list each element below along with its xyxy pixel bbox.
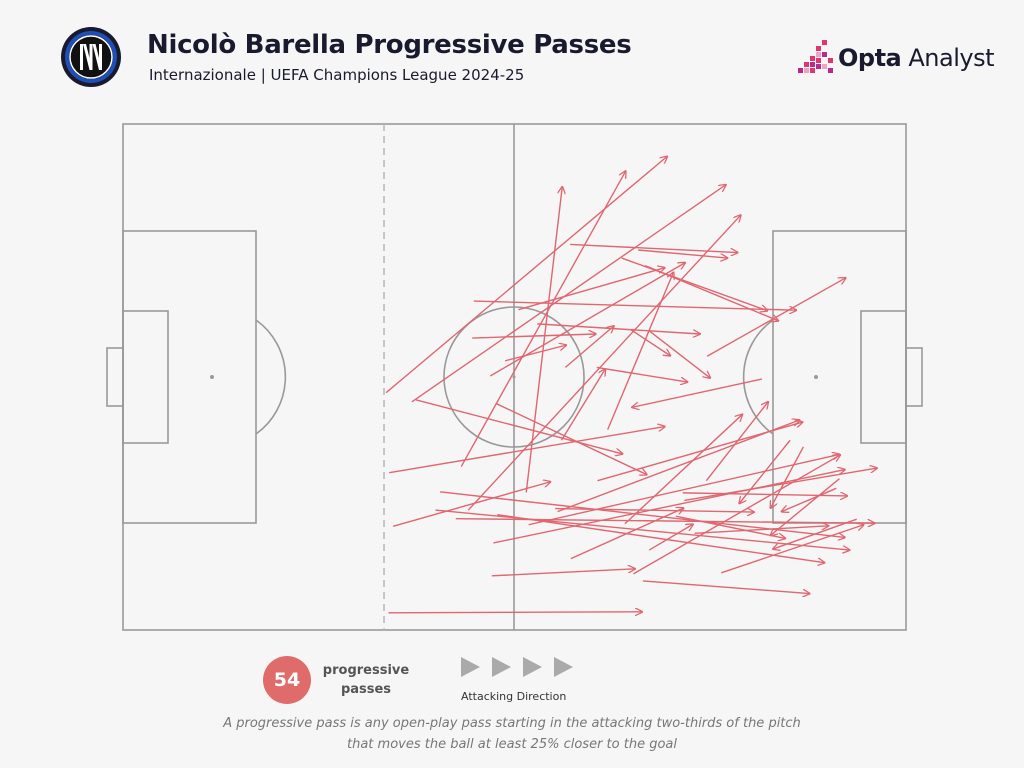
pass-arrow-10 (472, 334, 596, 339)
attacking-direction-label: Attacking Direction (461, 690, 567, 703)
pass-arrow-12 (596, 366, 688, 382)
pass-arrow-14 (473, 300, 797, 310)
chart-subtitle: Internazionale | UEFA Champions League 2… (149, 66, 525, 84)
pass-arrow-37 (555, 507, 754, 513)
pass-arrow-51 (771, 478, 840, 536)
pass-arrow-52 (570, 508, 684, 560)
pass-arrows (385, 156, 877, 613)
pass-arrow-2 (411, 185, 726, 403)
pass-arrow-40 (597, 422, 802, 482)
opta-pixel-logo-icon (798, 40, 833, 73)
centre-circle (443, 306, 585, 448)
pass-arrow-45 (638, 249, 727, 258)
pass-count-badge: 54 (263, 656, 311, 704)
pass-arrow-11 (649, 330, 710, 378)
pass-arrow-46 (632, 378, 763, 407)
pass-arrow-43 (621, 257, 768, 311)
pass-arrow-7 (570, 243, 738, 252)
right-goal (905, 347, 923, 407)
pass-arrow-4 (467, 215, 740, 511)
pass-arrow-54 (518, 268, 664, 311)
pass-arrow-48 (782, 487, 837, 511)
inter-milan-crest-icon (61, 27, 121, 87)
pass-arrow-18 (633, 455, 841, 575)
pass-arrow-50 (771, 446, 805, 508)
pass-arrow-1 (385, 156, 667, 394)
pass-count-label: progressive passes (322, 663, 410, 697)
right-penalty-spot (814, 375, 818, 379)
pass-arrow-23 (504, 345, 566, 362)
pass-arrow-49 (773, 518, 857, 549)
right-six-yard-box (860, 310, 907, 444)
footnote: A progressive pass is any open-play pass… (223, 716, 801, 752)
left-penalty-arc (255, 319, 287, 435)
pass-arrow-47 (739, 439, 791, 503)
pass-arrow-13 (564, 326, 614, 368)
pass-arrow-6 (525, 187, 562, 493)
opta-analyst-brand: Opta Analyst (798, 40, 998, 76)
pass-arrow-27 (392, 482, 550, 527)
left-penalty-spot (210, 375, 214, 379)
pass-arrow-36 (557, 420, 800, 513)
pass-arrow-32 (455, 517, 875, 524)
pass-arrow-28 (388, 612, 642, 613)
pass-arrow-24 (415, 399, 623, 454)
pass-arrow-29 (491, 569, 635, 577)
pass-arrow-5 (489, 263, 685, 377)
play-triangles-icon (461, 657, 573, 677)
pass-arrow-33 (497, 513, 824, 563)
pass-arrow-26 (389, 427, 665, 474)
pass-arrow-44 (630, 329, 670, 356)
pass-arrow-15 (706, 278, 846, 357)
chart-title: Nicolò Barella Progressive Passes (147, 30, 632, 60)
brand-name: Opta Analyst (838, 44, 994, 72)
centre-spot (512, 375, 516, 379)
pass-arrow-16 (624, 414, 742, 525)
pass-arrow-53 (648, 524, 693, 551)
pass-arrow-35 (528, 454, 840, 526)
pass-arrow-25 (495, 402, 647, 474)
pass-arrow-9 (537, 323, 700, 334)
pass-arrow-19 (642, 580, 810, 594)
left-goal (106, 347, 124, 407)
left-six-yard-box (122, 310, 169, 444)
pass-arrow-41 (560, 369, 605, 441)
pass-arrow-3 (460, 171, 625, 467)
right-penalty-arc (742, 319, 774, 435)
pass-arrow-38 (675, 515, 786, 538)
pass-arrow-42 (607, 272, 674, 430)
pass-arrow-20 (694, 526, 829, 535)
pass-arrow-34 (493, 470, 845, 544)
left-penalty-area (122, 230, 257, 524)
